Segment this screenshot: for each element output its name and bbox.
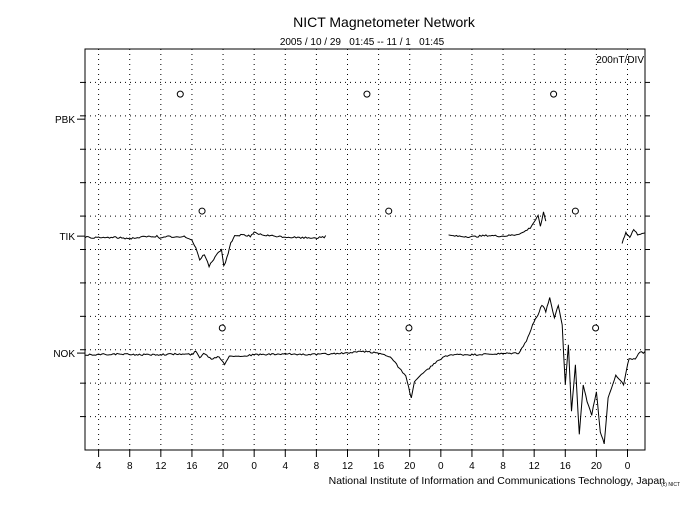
x-tick-label: 8 xyxy=(314,461,320,472)
x-tick-label: 8 xyxy=(127,461,133,472)
grid xyxy=(85,49,645,450)
midnight-marker xyxy=(176,90,184,98)
x-tick-label: 4 xyxy=(96,461,102,472)
trace-tik xyxy=(448,211,547,239)
x-tick-label: 16 xyxy=(560,461,572,472)
midnight-marker xyxy=(198,207,206,215)
x-tick-label: 16 xyxy=(186,461,198,472)
x-tick-label: 0 xyxy=(251,461,257,472)
x-tick-label: 16 xyxy=(373,461,385,472)
trace-tik xyxy=(84,231,327,269)
x-tick-label: 4 xyxy=(469,461,475,472)
x-tick-label: 0 xyxy=(625,461,631,472)
midnight-marker xyxy=(363,90,371,98)
trace-nok xyxy=(85,297,646,445)
midnight-marker xyxy=(385,207,393,215)
x-tick-label: 20 xyxy=(404,461,416,472)
footer-small-credit: (c) NICT xyxy=(661,482,680,488)
x-tick-label: 4 xyxy=(282,461,288,472)
axes: 4 8 12 16 20 0 4 8 12 16 20 0 4 8 12 16 20 0 PBK TIK NOK xyxy=(53,48,650,472)
x-tick-label: 0 xyxy=(438,461,444,472)
chart-subtitle: 2005 / 10 / 29 01:45 -- 11 / 1 01:45 xyxy=(280,37,445,48)
midnight-marker xyxy=(550,90,558,98)
station-label-nok: NOK xyxy=(53,349,75,360)
trace-tik xyxy=(621,228,646,244)
chart-title: NICT Magnetometer Network xyxy=(293,14,476,30)
x-tick-label: 8 xyxy=(500,461,506,472)
scale-label: 200nT/DIV xyxy=(596,55,644,66)
station-label-tik: TIK xyxy=(59,232,75,243)
station-traces xyxy=(84,90,646,445)
x-tick-label: 12 xyxy=(342,461,354,472)
x-tick-label: 12 xyxy=(155,461,167,472)
x-tick-label: 20 xyxy=(591,461,603,472)
x-tick-label: 20 xyxy=(217,461,229,472)
midnight-marker xyxy=(218,324,226,332)
x-tick-label: 12 xyxy=(529,461,541,472)
midnight-marker xyxy=(592,324,600,332)
station-label-pbk: PBK xyxy=(55,115,75,126)
footer-credit: National Institute of Information and Co… xyxy=(329,475,666,487)
midnight-marker xyxy=(571,207,579,215)
midnight-marker xyxy=(405,324,413,332)
